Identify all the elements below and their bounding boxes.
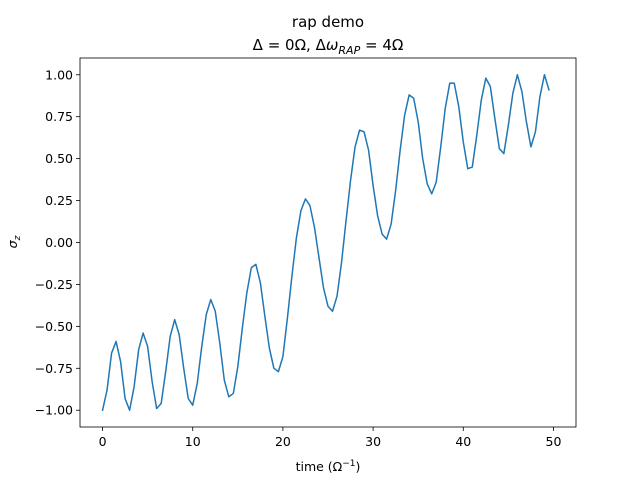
y-tick-label: 0.75 — [45, 109, 73, 124]
x-tick-label: 0 — [99, 434, 107, 449]
y-tick-label: −0.50 — [35, 319, 73, 334]
x-tick-label: 40 — [455, 434, 471, 449]
x-tick-label: 20 — [275, 434, 291, 449]
y-tick-label: −0.75 — [35, 361, 73, 376]
chart-subtitle: Δ = 0Ω, ΔωRAP = 4Ω — [253, 36, 404, 57]
x-tick-label: 30 — [365, 434, 381, 449]
y-tick-label: 1.00 — [45, 67, 73, 82]
y-tick-label: 0.50 — [45, 151, 73, 166]
y-axis-ticks: −1.00 −0.75 −0.50 −0.25 0.00 0.25 0.50 0.75 1.00 — [35, 67, 80, 418]
chart-title: rap demo — [292, 13, 364, 31]
y-tick-label: 0.00 — [45, 235, 73, 250]
series-line — [101, 74, 550, 412]
axes-frame — [79, 57, 577, 428]
y-tick-label: 0.25 — [45, 193, 73, 208]
x-tick-label: 10 — [185, 434, 201, 449]
y-axis-label: σz — [5, 235, 23, 248]
y-tick-label: −1.00 — [35, 403, 73, 418]
x-axis-ticks: 0 10 20 30 40 50 — [99, 427, 562, 449]
x-tick-label: 50 — [546, 434, 562, 449]
y-tick-label: −0.25 — [35, 277, 73, 292]
